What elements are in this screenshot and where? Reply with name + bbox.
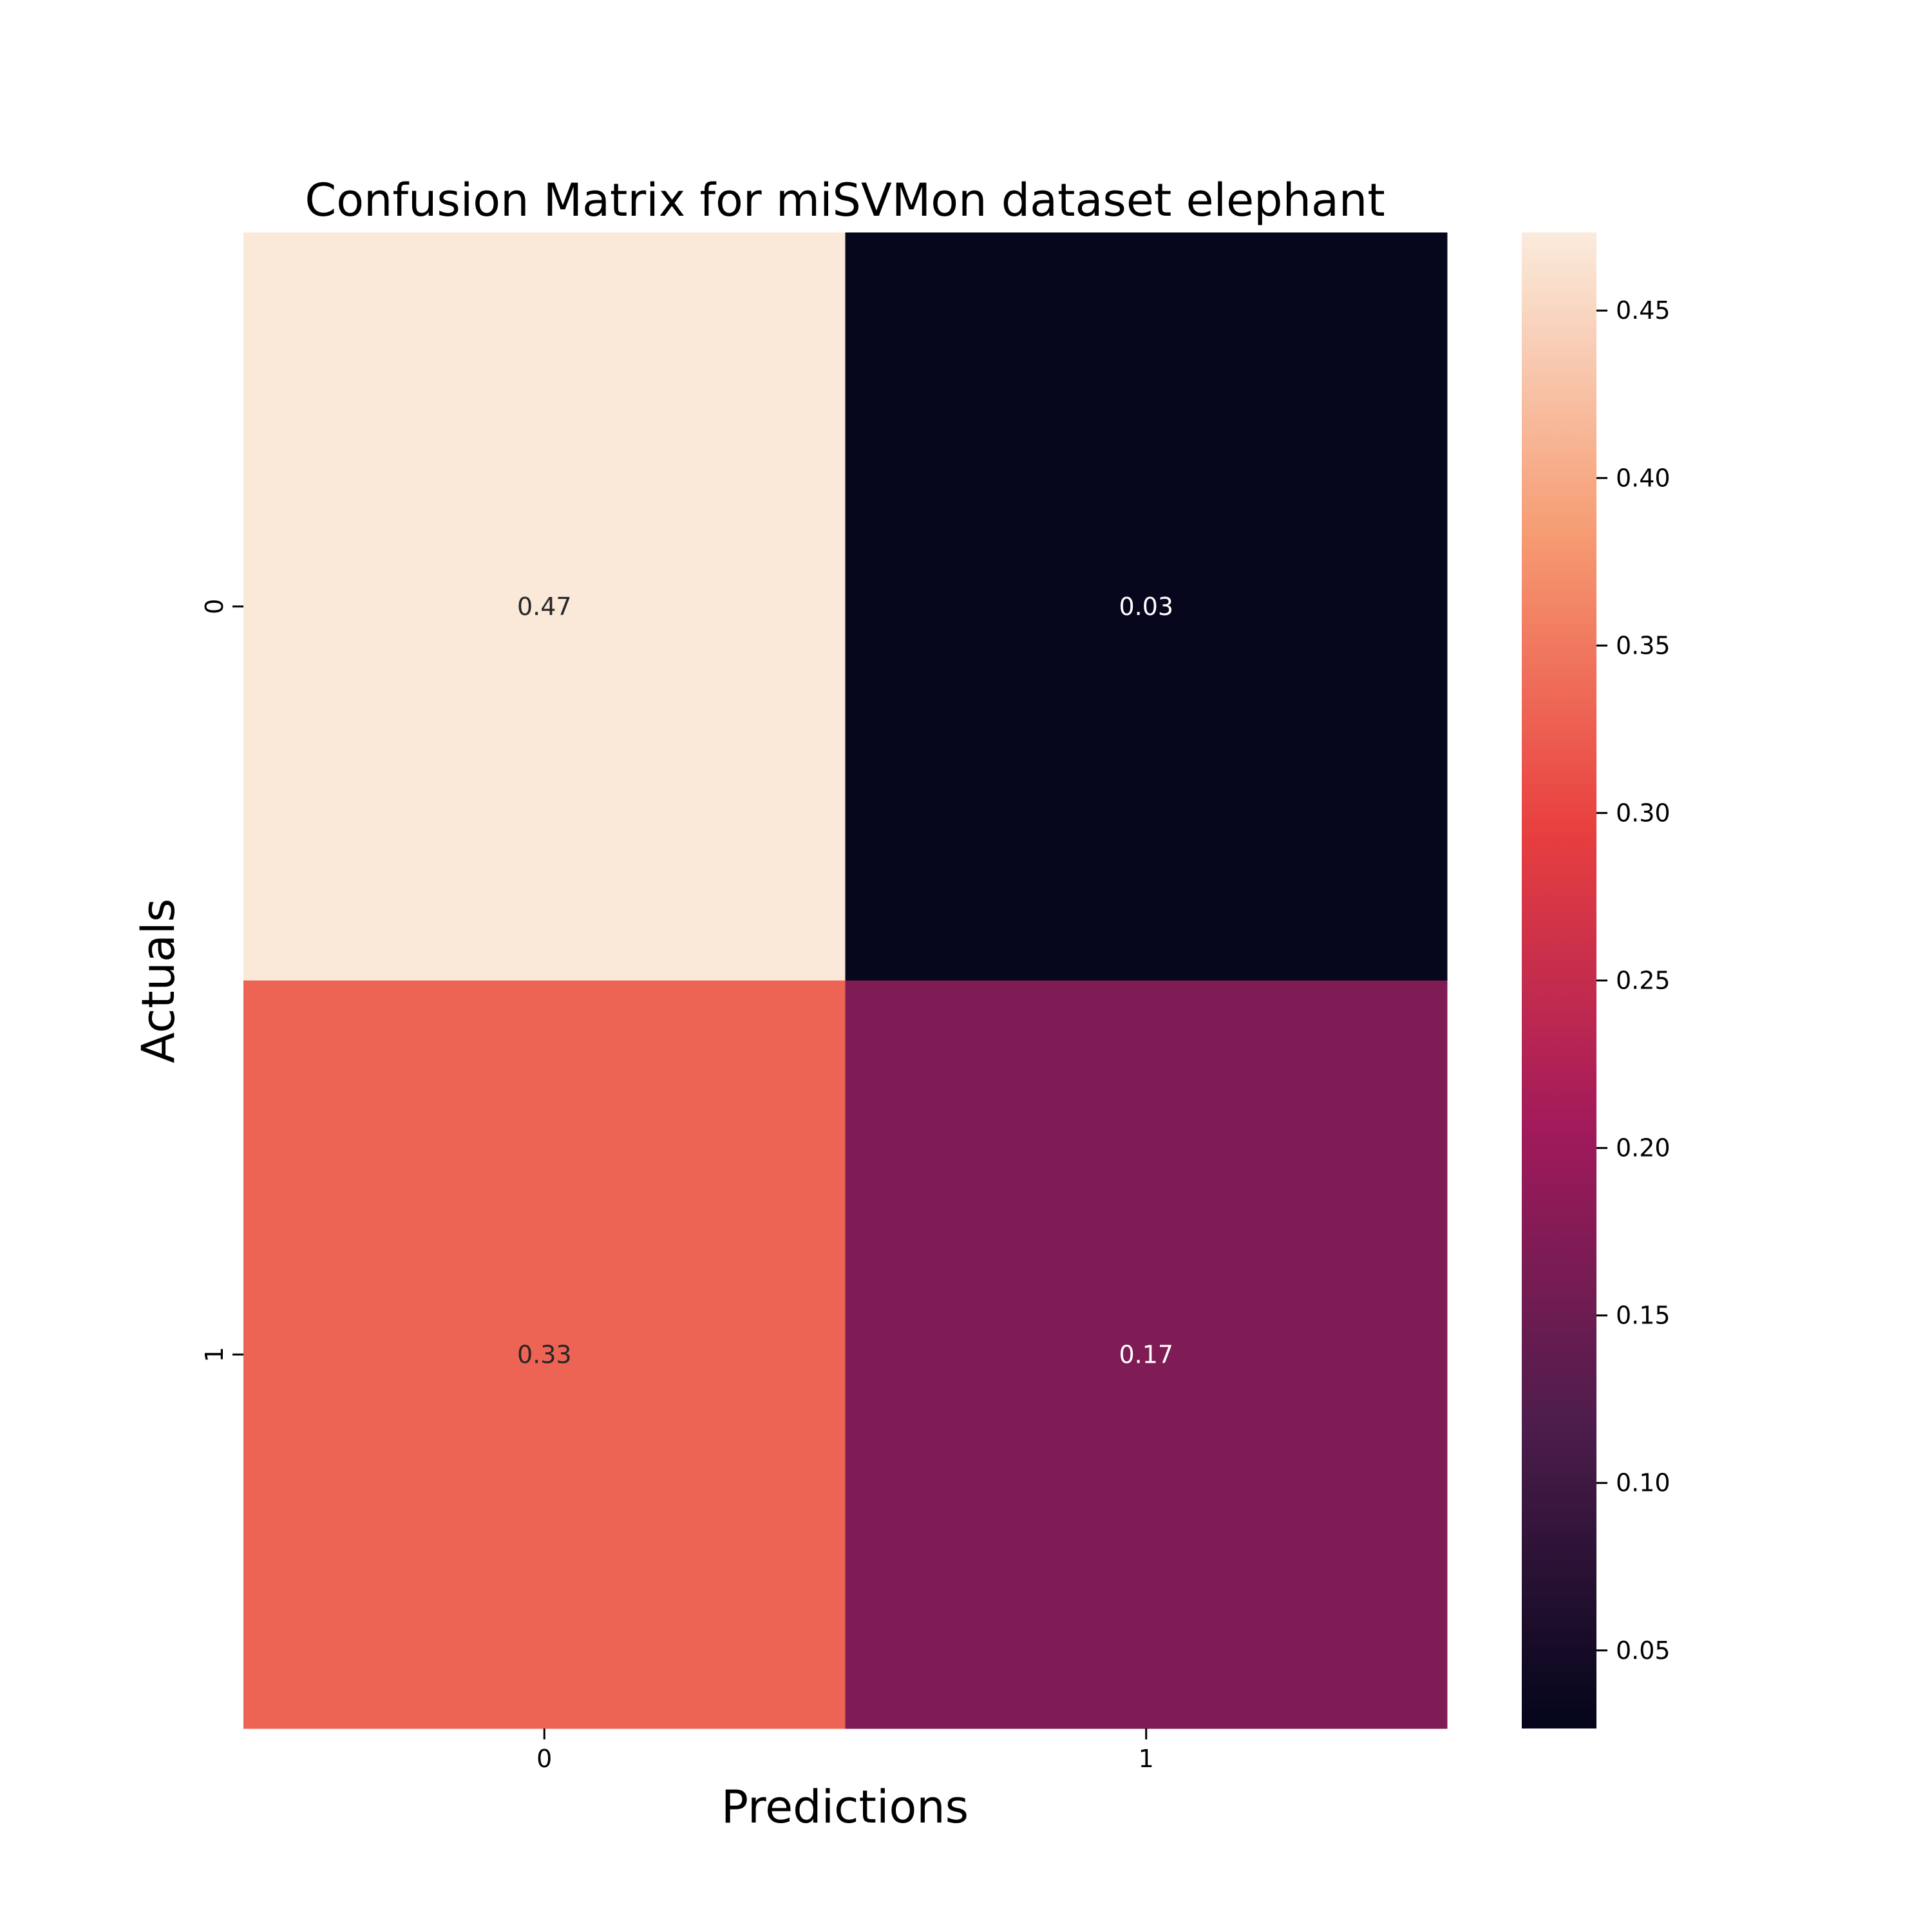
colorbar-tick-label: 0.30 [1616, 799, 1671, 827]
x-axis-label: Predictions [721, 1781, 969, 1833]
heatmap-cell-r1-c0 [243, 980, 846, 1729]
x-tick-label: 0 [536, 1745, 552, 1773]
colorbar-tick-label: 0.10 [1616, 1469, 1671, 1497]
heatmap-cell-r1-c1 [845, 980, 1448, 1729]
x-tick-label: 1 [1139, 1745, 1154, 1773]
heatmap-cell-r0-c0 [243, 232, 846, 981]
colorbar-tick-label: 0.25 [1616, 967, 1671, 995]
heatmap-cell-r0-c1 [845, 232, 1448, 981]
colorbar-tick-label: 0.05 [1616, 1636, 1671, 1665]
cell-value-label: 0.03 [1119, 592, 1173, 621]
cell-value-label: 0.17 [1119, 1340, 1173, 1368]
colorbar-tick-label: 0.40 [1616, 464, 1671, 492]
heatmap-cell-labels: 0.47 0.03 0.33 0.17 [517, 592, 1173, 1369]
colorbar-tick-label: 0.45 [1616, 296, 1671, 325]
colorbar-tick-label: 0.20 [1616, 1134, 1671, 1162]
y-axis-label: Actuals [132, 898, 185, 1063]
colorbar [1522, 232, 1596, 1728]
colorbar-ticks: 0.05 0.10 0.15 0.20 0.25 0.30 0.35 0.40 0.45 [1596, 296, 1671, 1665]
y-tick-label: 1 [200, 1347, 229, 1362]
colorbar-tick-label: 0.15 [1616, 1302, 1671, 1330]
cell-value-label: 0.33 [517, 1340, 572, 1368]
y-axis-ticks: 01 [200, 599, 243, 1362]
y-tick-label: 0 [200, 599, 229, 614]
cell-value-label: 0.47 [517, 592, 572, 621]
colorbar-tick-label: 0.35 [1616, 631, 1671, 659]
chart-title: Confusion Matrix for miSVMon dataset ele… [305, 174, 1385, 227]
heatmap-cells [243, 232, 1448, 1729]
